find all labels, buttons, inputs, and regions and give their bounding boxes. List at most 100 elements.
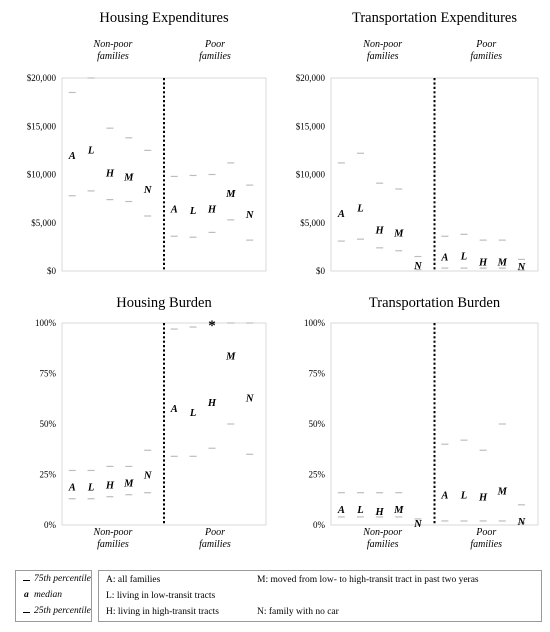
median-marker-m: M <box>393 505 404 516</box>
group-label-line: families <box>97 539 129 550</box>
group-label-line: Poor <box>204 527 225 538</box>
y-tick-label: $10,000 <box>296 170 326 180</box>
y-tick-label: 25% <box>309 470 326 480</box>
y-tick-label: 25% <box>40 470 57 480</box>
y-tick-label: $15,000 <box>27 121 57 131</box>
group-label: Non-poor families <box>362 527 402 550</box>
median-marker-n: N <box>517 262 526 273</box>
median-marker-h: H <box>375 507 385 518</box>
median-marker-m: M <box>123 479 134 490</box>
y-tick-label: $0 <box>316 266 326 276</box>
chart-2: Transportation Expenditures $0 $5,000 $10,0… <box>296 10 539 276</box>
group-label-line: families <box>470 539 502 550</box>
y-tick-label: 50% <box>40 419 57 429</box>
legend-code-m: M: moved from low- to high-transit tract… <box>257 575 479 585</box>
y-tick-label: 0% <box>313 520 326 530</box>
chart-1: Housing Expenditures $0 $5,000 $10,000 $15,0… <box>27 10 267 276</box>
y-tick-label: 100% <box>35 318 57 328</box>
median-marker-n: N <box>413 261 422 272</box>
group-label: Non-poor families <box>93 39 133 62</box>
median-marker-l: L <box>189 206 196 217</box>
median-marker-m: M <box>225 189 236 200</box>
group-label-line: Non-poor <box>93 39 133 50</box>
group-label-line: families <box>367 51 399 62</box>
y-tick-label: 0% <box>44 520 57 530</box>
group-label: Poor families <box>199 39 231 62</box>
median-marker-h: H <box>105 169 115 180</box>
legend-code-a: A: all families <box>106 575 161 585</box>
group-label-line: Poor <box>475 527 496 538</box>
group-label: Poor families <box>470 527 502 550</box>
median-marker-l: L <box>460 491 467 502</box>
group-label-line: families <box>367 539 399 550</box>
median-marker-l: L <box>356 203 363 214</box>
median-marker-h: H <box>207 398 217 409</box>
chart-title: Transportation Expenditures <box>352 10 517 26</box>
y-tick-label: 75% <box>40 369 57 379</box>
median-marker-n: N <box>517 517 526 528</box>
p75-dash-icon <box>23 580 30 581</box>
median-marker-m: M <box>497 487 508 498</box>
median-marker-l: L <box>460 252 467 263</box>
y-tick-label: $15,000 <box>296 121 326 131</box>
chart-4: Transportation Burden 0% 25% 50% 75% 100% Non-… <box>304 295 539 550</box>
median-marker-a: A <box>68 151 76 162</box>
median-marker-n: N <box>143 471 152 482</box>
y-tick-label: 50% <box>309 419 326 429</box>
legend-p75: 75th percentile <box>34 574 91 584</box>
group-label: Non-poor families <box>362 39 402 62</box>
median-marker-m: M <box>497 257 508 268</box>
y-tick-label: $5,000 <box>31 218 56 228</box>
y-tick-label: 100% <box>304 318 326 328</box>
median-marker-m: M <box>225 351 236 362</box>
median-marker-a: A <box>170 404 178 415</box>
median-marker-h: H <box>105 481 115 492</box>
median-marker-l: L <box>189 408 196 419</box>
y-tick-label: $20,000 <box>296 73 326 83</box>
group-label-line: Poor <box>204 39 225 50</box>
y-tick-label: $10,000 <box>27 170 57 180</box>
median-marker-a: A <box>440 491 448 502</box>
median-marker-n: N <box>143 185 152 196</box>
group-label: Poor families <box>470 39 502 62</box>
legend-code-l: L: living in low-transit tracts <box>106 591 216 601</box>
chart-title: Housing Burden <box>116 295 212 311</box>
chart-title: Housing Expenditures <box>99 10 229 26</box>
median-marker-l: L <box>87 145 94 156</box>
group-label-line: families <box>97 51 129 62</box>
median-marker-a: A <box>170 204 178 215</box>
group-label-line: Poor <box>475 39 496 50</box>
legend-median: median <box>34 590 62 600</box>
median-marker-a: A <box>440 253 448 264</box>
stats-legend-box: 75th percentile a median 25th percentile <box>15 570 92 622</box>
code-legend-box: A: all families L: living in low-transit… <box>98 570 542 622</box>
median-marker-n: N <box>245 210 254 221</box>
median-marker-l: L <box>87 483 94 494</box>
median-marker-h: H <box>375 226 385 237</box>
chart-title: Transportation Burden <box>369 295 501 311</box>
median-marker-h: H <box>478 257 488 268</box>
group-label-line: families <box>199 539 231 550</box>
legend-code-n: N: family with no car <box>257 607 339 617</box>
y-tick-label: $5,000 <box>300 218 325 228</box>
group-label-line: families <box>199 51 231 62</box>
median-marker-l: L <box>356 505 363 516</box>
p25-dash-icon <box>23 612 30 613</box>
group-label-line: Non-poor <box>362 527 402 538</box>
group-label-line: Non-poor <box>362 39 402 50</box>
legend-code-h: H: living in high-transit tracts <box>106 607 219 617</box>
annotation-asterisk: * <box>208 318 215 334</box>
median-marker-n: N <box>245 394 254 405</box>
median-marker-m: M <box>393 228 404 239</box>
median-marker-m: M <box>123 172 134 183</box>
y-tick-label: $0 <box>47 266 57 276</box>
y-tick-label: 75% <box>309 369 326 379</box>
group-label-line: Non-poor <box>93 527 133 538</box>
legend-median-symbol: a <box>24 590 29 600</box>
group-label-line: families <box>470 51 502 62</box>
median-marker-a: A <box>337 505 345 516</box>
legend-p25: 25th percentile <box>34 606 91 616</box>
group-label: Non-poor families <box>93 527 133 550</box>
median-marker-a: A <box>68 483 76 494</box>
